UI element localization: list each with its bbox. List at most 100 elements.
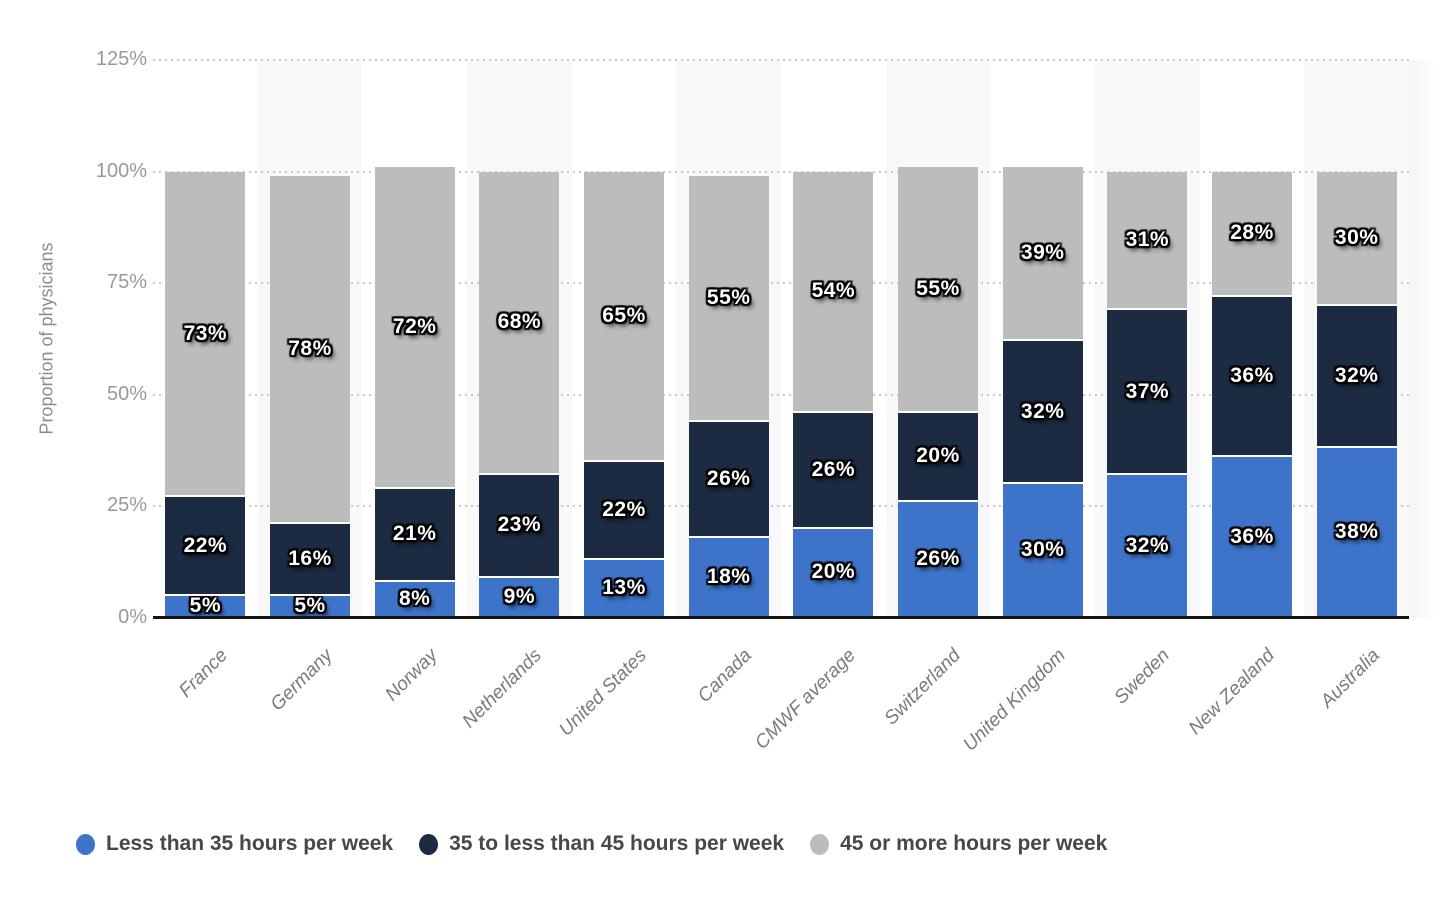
bar-segment-less-than-35-hours-per-week-new-zealand[interactable]	[1212, 457, 1292, 618]
bar-segment-35-to-less-than-45-hours-per-week-sweden[interactable]	[1107, 310, 1188, 476]
bar-segment-35-to-less-than-45-hours-per-week-united-kingdom[interactable]	[1002, 341, 1083, 485]
data-label: 78%	[288, 337, 332, 361]
plot-area: 5% 22% 73% 5% 16% 78% 8% 21% 72% 9% 23% 68% 13% 22% 65…	[153, 59, 1433, 619]
data-label: 39%	[1020, 241, 1065, 265]
bar-segment-45-or-more-hours-per-week-australia[interactable]	[1316, 171, 1397, 306]
data-label: 32%	[1334, 363, 1379, 387]
bar-segment-35-to-less-than-45-hours-per-week-australia[interactable]	[1316, 305, 1397, 449]
data-label: 5%	[189, 593, 221, 617]
x-axis-label-new-zealand: New Zealand	[1184, 645, 1279, 740]
data-label: 30%	[1020, 538, 1065, 562]
x-axis-label-france: France	[175, 645, 233, 702]
data-label: 55%	[916, 276, 960, 300]
bar-segment-45-or-more-hours-per-week-switzerland[interactable]	[898, 167, 978, 413]
bar-segment-45-or-more-hours-per-week-united-kingdom[interactable]	[1002, 167, 1083, 342]
data-label: 16%	[288, 546, 332, 570]
data-label: 26%	[916, 546, 960, 570]
legend-item-45-or-more-hours-per-week[interactable]: 45 or more hours per week	[810, 832, 1107, 856]
data-label: 72%	[392, 314, 437, 338]
data-label: 21%	[392, 522, 437, 546]
bar-segment-45-or-more-hours-per-week-norway[interactable]	[374, 167, 455, 489]
bar-segment-45-or-more-hours-per-week-france[interactable]	[165, 171, 246, 498]
data-label: 54%	[811, 279, 856, 303]
bar-segment-less-than-35-hours-per-week-cmwf-average[interactable]	[793, 528, 874, 618]
data-label: 30%	[1334, 225, 1379, 249]
bar-segment-35-to-less-than-45-hours-per-week-germany[interactable]	[270, 524, 350, 596]
bar-segment-35-to-less-than-45-hours-per-week-switzerland[interactable]	[898, 412, 978, 502]
gridline	[153, 170, 1409, 173]
data-label: 23%	[497, 513, 542, 537]
x-axis-label-switzerland: Switzerland	[880, 645, 965, 730]
legend-swatch-icon	[76, 833, 95, 855]
bar-segment-35-to-less-than-45-hours-per-week-cmwf-average[interactable]	[793, 412, 874, 529]
bar-segment-45-or-more-hours-per-week-canada[interactable]	[688, 176, 769, 422]
bar-segment-less-than-35-hours-per-week-united-states[interactable]	[584, 559, 664, 618]
bar-segment-less-than-35-hours-per-week-australia[interactable]	[1316, 448, 1397, 618]
data-label: 18%	[706, 564, 751, 588]
bar-segment-35-to-less-than-45-hours-per-week-new-zealand[interactable]	[1212, 296, 1292, 458]
y-tick-label: 75%	[106, 271, 147, 294]
data-label: 26%	[706, 466, 751, 490]
legend: Less than 35 hours per week 35 to less th…	[76, 832, 1107, 856]
data-label: 31%	[1125, 227, 1170, 251]
gridline	[153, 505, 1409, 508]
x-axis-label-netherlands: Netherlands	[458, 645, 547, 733]
bar-segment-less-than-35-hours-per-week-switzerland[interactable]	[898, 501, 978, 618]
x-axis-label-united-states: United States	[555, 645, 651, 741]
bar-segment-35-to-less-than-45-hours-per-week-netherlands[interactable]	[479, 475, 560, 578]
gridline	[153, 59, 1409, 61]
x-axis-label-canada: Canada	[693, 645, 756, 707]
x-axis-label-australia: Australia	[1316, 645, 1384, 713]
bar-segment-45-or-more-hours-per-week-united-states[interactable]	[584, 171, 664, 462]
x-axis-label-united-kingdom: United Kingdom	[959, 645, 1070, 756]
data-label: 8%	[398, 587, 431, 611]
bar-segment-less-than-35-hours-per-week-united-kingdom[interactable]	[1002, 484, 1083, 618]
bar-segment-45-or-more-hours-per-week-new-zealand[interactable]	[1212, 171, 1292, 297]
bar-segment-45-or-more-hours-per-week-cmwf-average[interactable]	[793, 171, 874, 413]
bar-segment-35-to-less-than-45-hours-per-week-norway[interactable]	[374, 488, 455, 583]
data-label: 55%	[706, 285, 751, 309]
bar-segment-less-than-35-hours-per-week-norway[interactable]	[374, 582, 455, 618]
legend-item-35-to-less-than-45-hours-per-week[interactable]: 35 to less than 45 hours per week	[419, 832, 784, 856]
data-label: 20%	[916, 444, 960, 468]
x-axis-label-cmwf-average: CMWF average	[751, 645, 861, 754]
data-label: 26%	[811, 457, 856, 481]
data-label: 32%	[1020, 399, 1065, 423]
legend-swatch-icon	[810, 833, 830, 855]
bar-segment-less-than-35-hours-per-week-sweden[interactable]	[1107, 475, 1188, 618]
bar-segment-45-or-more-hours-per-week-germany[interactable]	[270, 176, 350, 525]
gridline	[153, 393, 1409, 396]
legend-item-label: 35 to less than 45 hours per week	[449, 832, 785, 855]
data-label: 65%	[602, 303, 646, 327]
bar-segment-35-to-less-than-45-hours-per-week-france[interactable]	[165, 497, 246, 596]
y-tick-label: 100%	[95, 159, 147, 182]
data-label: 13%	[602, 575, 646, 599]
bar-segment-45-or-more-hours-per-week-netherlands[interactable]	[479, 171, 560, 476]
bar-segment-35-to-less-than-45-hours-per-week-canada[interactable]	[688, 421, 769, 538]
bar-segment-less-than-35-hours-per-week-france[interactable]	[165, 595, 246, 618]
bar-segment-35-to-less-than-45-hours-per-week-united-states[interactable]	[584, 461, 664, 560]
y-tick-label: 25%	[106, 494, 147, 517]
data-label: 20%	[811, 560, 856, 584]
data-label: 28%	[1230, 221, 1274, 245]
data-label: 32%	[1125, 533, 1170, 557]
data-label: 68%	[497, 310, 542, 334]
bar-segment-45-or-more-hours-per-week-sweden[interactable]	[1107, 171, 1188, 310]
y-tick-label: 50%	[106, 382, 147, 405]
plot-edge-fade	[1409, 60, 1433, 618]
x-axis-label-germany: Germany	[266, 645, 337, 716]
x-axis-label-sweden: Sweden	[1110, 645, 1175, 709]
y-tick-label: 0%	[118, 606, 147, 628]
bar-segment-less-than-35-hours-per-week-germany[interactable]	[270, 595, 350, 618]
data-label: 5%	[294, 593, 326, 617]
y-tick-label: 125%	[95, 48, 147, 70]
legend-item-label: 45 or more hours per week	[840, 832, 1108, 855]
data-label: 9%	[503, 584, 535, 608]
data-label: 36%	[1230, 524, 1274, 548]
legend-item-less-than-35-hours-per-week[interactable]: Less than 35 hours per week	[76, 832, 393, 856]
bar-segment-less-than-35-hours-per-week-canada[interactable]	[688, 537, 769, 618]
data-label: 38%	[1334, 520, 1379, 544]
gridline	[153, 282, 1409, 285]
bar-segment-less-than-35-hours-per-week-netherlands[interactable]	[479, 577, 560, 618]
